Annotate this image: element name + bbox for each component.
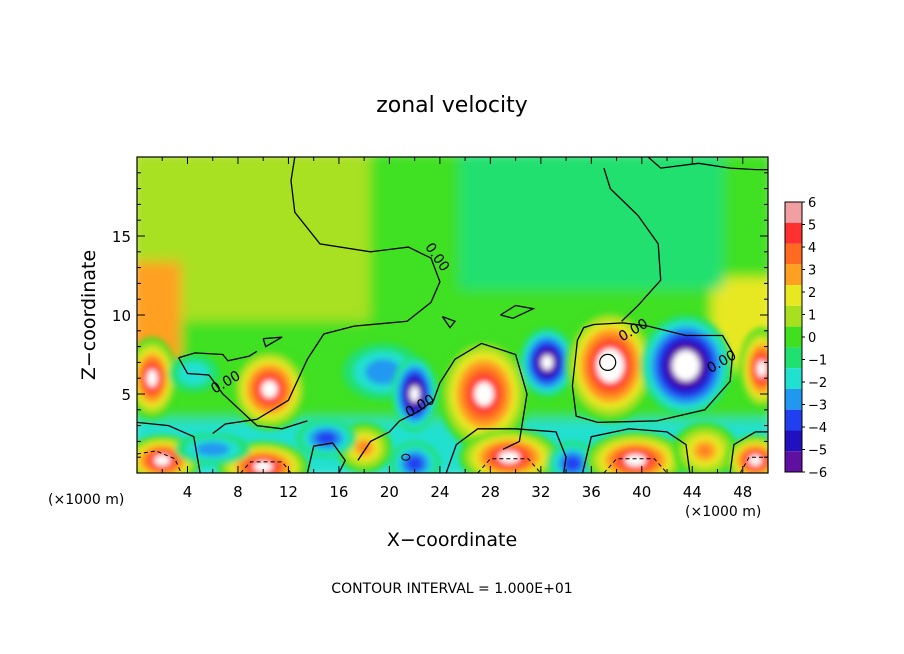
colorbar-label: 5 [808,219,816,234]
zero-contour [571,322,734,424]
negative-contour [603,458,668,473]
y-axis: 5 10 15 [112,172,768,458]
zero-contour [357,420,400,461]
colorbar-label: 1 [808,309,816,324]
zero-contour [137,421,201,473]
velocity-cell-ring [259,464,267,469]
x-tick-label: 4 [183,483,193,501]
colorbar-label: 0 [808,331,816,346]
closed-contour [599,353,617,371]
closed-contour [401,453,411,461]
colorbar-label: −6 [808,466,827,481]
velocity-cell-ring [159,458,166,463]
colorbar-swatch [785,388,802,410]
colorbar-swatch [785,202,802,223]
velocity-field [137,157,768,473]
colorbar-swatch [785,451,802,472]
colorbar-swatch [785,243,802,265]
zero-contour [581,428,691,473]
colorbar-label: 2 [808,286,816,301]
x-tick-label: 20 [380,483,399,501]
colorbar-label: −3 [808,399,827,414]
zero-contour [178,357,308,430]
velocity-cell-ring [376,367,390,377]
colorbar-label: −1 [808,354,827,369]
colorbar-label: 6 [808,196,816,211]
colorbar-swatch [785,368,802,389]
zero-contour [603,167,662,322]
colorbar-label: 3 [808,264,816,279]
velocity-cell-ring [569,460,576,467]
zero-contour [647,157,768,171]
colorbar-swatch [785,222,802,244]
colorbar-swatch [785,305,802,327]
x-tick-label: 48 [733,483,752,501]
velocity-cell-ring [759,365,764,372]
y-tick-label: 15 [112,228,131,246]
field-background [137,157,768,473]
zero-contour [729,431,768,473]
x-tick-label: 44 [683,483,702,501]
zero-contour [500,304,536,319]
colorbar-label: −2 [808,376,827,391]
x-tick-label: 28 [481,483,500,501]
x-tick-label: 36 [582,483,601,501]
x-unit-left: (×1000 m) [48,492,124,508]
velocity-cell-ring [752,458,758,463]
x-tick-label: 24 [430,483,449,501]
colorbar-swatch [785,285,802,306]
x-tick-label: 12 [279,483,298,501]
x-unit-right: (×1000 m) [685,504,761,520]
negative-contour [739,456,768,473]
y-tick-label: 10 [112,307,131,325]
negative-contour [477,458,542,473]
x-tick-label: 8 [233,483,243,501]
contour-interval-note: CONTOUR INTERVAL = 1.000E+01 [331,581,572,597]
colorbar: 6 5 4 3 2 1 0 −1 −2 −3 −4 −5 −6 [784,196,827,481]
colorbar-swatch [785,430,802,452]
colorbar-swatch [785,409,802,431]
zero-contour [445,428,567,473]
velocity-cell-ring [411,460,418,467]
x-axis-title: X−coordinate [387,529,517,551]
velocity-cell-ring [322,435,331,441]
negative-contour [240,461,292,473]
velocity-cell-ring [266,386,273,393]
velocity-cell-ring [150,374,155,382]
velocity-cell-ring [206,446,220,452]
negative-contour [137,450,182,473]
y-tick-label: 5 [121,386,131,404]
zero-contour [399,342,528,450]
colorbar-label: 4 [808,241,816,256]
zero-contour [262,336,283,348]
field-region [509,157,674,258]
x-tick-label: 40 [632,483,651,501]
velocity-cell-ring [607,361,614,370]
chart-title: zonal velocity [376,93,528,118]
velocity-cell-ring [700,447,710,455]
colorbar-swatch [785,264,802,286]
velocity-cells [137,308,768,473]
zero-contour [441,315,457,329]
x-tick-label: 16 [329,483,348,501]
velocity-cell-ring [682,362,690,370]
colorbar-label: −5 [808,444,827,459]
colorbar-swatch [785,326,802,348]
zero-contour [306,442,346,473]
y-axis-title: Z−coordinate [78,250,100,380]
colorbar-swatch [785,347,802,369]
velocity-cell-ring [412,391,417,397]
zero-contour [178,350,258,362]
velocity-cell-ring [480,389,488,399]
velocity-cell-ring [544,359,550,366]
x-tick-label: 32 [531,483,550,501]
x-axis: 4 8 12 16 20 24 28 32 36 40 44 48 [161,157,752,501]
colorbar-label: −4 [808,421,827,436]
zero-contour [212,157,441,435]
